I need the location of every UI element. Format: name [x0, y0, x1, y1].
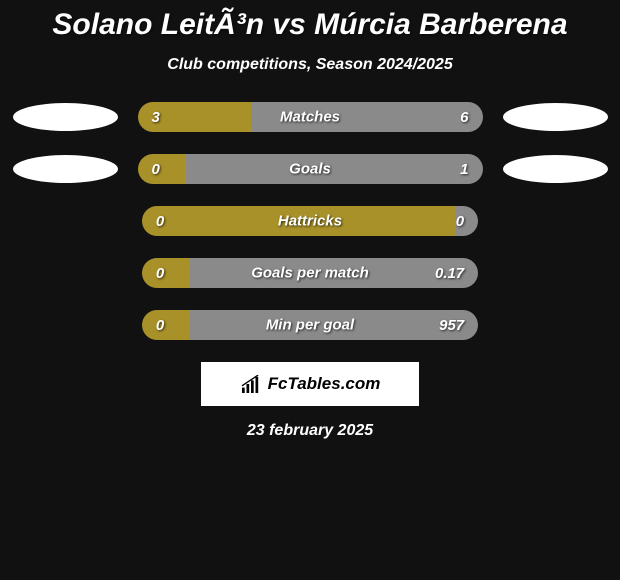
subtitle: Club competitions, Season 2024/2025: [0, 56, 620, 74]
credit-box: FcTables.com: [201, 362, 419, 406]
bar-right-segment: 0: [456, 206, 478, 236]
stat-label: Matches: [280, 109, 340, 126]
right-value: 0: [456, 213, 464, 230]
date-text: 23 february 2025: [0, 422, 620, 440]
stat-bar: 0 957 Min per goal: [142, 310, 478, 340]
bar-left-segment: 3: [138, 102, 252, 132]
stat-row: 0 0.17 Goals per match: [0, 258, 620, 288]
stat-row: 0 0 Hattricks: [0, 206, 620, 236]
stat-label: Goals per match: [251, 265, 369, 282]
stat-label: Hattricks: [278, 213, 342, 230]
left-value: 3: [152, 109, 160, 126]
left-value: 0: [156, 265, 164, 282]
stat-bar: 3 6 Matches: [138, 102, 483, 132]
ellipse-right: [503, 103, 608, 131]
right-value: 6: [460, 109, 468, 126]
left-value: 0: [156, 317, 164, 334]
right-value: 957: [439, 317, 464, 334]
right-value: 0.17: [435, 265, 464, 282]
chart-icon: [240, 375, 262, 393]
right-value: 1: [460, 161, 468, 178]
ellipse-right: [503, 155, 608, 183]
bar-right-segment: 1: [186, 154, 483, 184]
left-value: 0: [152, 161, 160, 178]
stat-row: 0 957 Min per goal: [0, 310, 620, 340]
left-value: 0: [156, 213, 164, 230]
page-title: Solano LeitÃ³n vs Múrcia Barberena: [0, 8, 620, 42]
bar-left-segment: 0: [142, 258, 189, 288]
ellipse-left: [13, 155, 118, 183]
credit-text: FcTables.com: [268, 374, 381, 394]
stat-row: 0 1 Goals: [0, 154, 620, 184]
bar-left-segment: 0: [142, 310, 189, 340]
ellipse-left: [13, 103, 118, 131]
stat-label: Min per goal: [266, 317, 354, 334]
stat-label: Goals: [289, 161, 331, 178]
stat-bar: 0 1 Goals: [138, 154, 483, 184]
bar-left-segment: 0: [138, 154, 186, 184]
stat-bar: 0 0 Hattricks: [142, 206, 478, 236]
stat-bar: 0 0.17 Goals per match: [142, 258, 478, 288]
stat-row: 3 6 Matches: [0, 102, 620, 132]
stats-area: 3 6 Matches 0 1 Goals 0 0 Hattricks 0 0.17 Goals pe…: [0, 102, 620, 340]
